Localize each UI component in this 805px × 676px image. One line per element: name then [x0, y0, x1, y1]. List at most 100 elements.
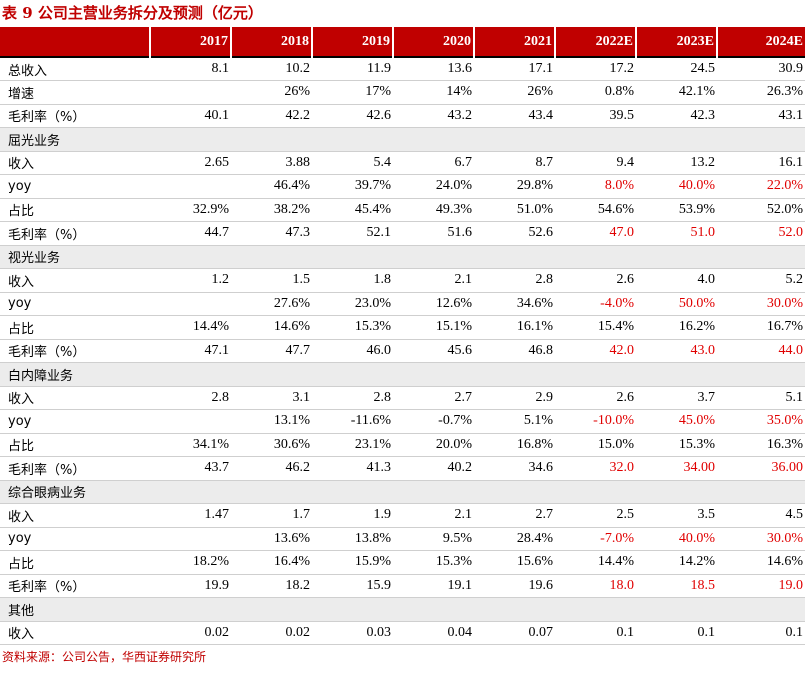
table-cell: 34.6%: [474, 292, 555, 316]
table-cell: 1.8: [312, 268, 393, 293]
row-label: yoy: [0, 174, 150, 199]
table-row: yoy 13.6% 13.8% 9.5% 28.4% -7.0% 40.0% 30.0%: [0, 527, 805, 551]
row-label: yoy: [0, 527, 150, 551]
section-label: 综合眼病业务: [0, 480, 805, 504]
table-cell: 23.1%: [312, 433, 393, 457]
table-row: 毛利率（%） 43.7 46.2 41.3 40.2 34.6 32.0 34.00 36.00: [0, 456, 805, 481]
table-cell: 5.2: [717, 268, 805, 293]
table-cell: 2.65: [150, 151, 231, 175]
table-cell: 49.3%: [393, 198, 474, 222]
table-cell: 0.07: [474, 621, 555, 645]
table-cell: 16.7%: [717, 315, 805, 340]
table-cell: 14.6%: [231, 315, 312, 340]
row-label: 收入: [0, 386, 150, 410]
table-cell: 17.2: [555, 56, 636, 81]
table-cell: 11.9: [312, 56, 393, 81]
table-cell: 5.1: [717, 386, 805, 410]
table-row: 增速 26% 17% 14% 26% 0.8% 42.1% 26.3%: [0, 80, 805, 105]
table-row: 毛利率（%） 44.7 47.3 52.1 51.6 52.6 47.0 51.0 52.0: [0, 221, 805, 246]
table-cell: 47.7: [231, 339, 312, 363]
table-row: 收入 2.8 3.1 2.8 2.7 2.9 2.6 3.7 5.1: [0, 386, 805, 410]
row-label: 毛利率（%）: [0, 456, 150, 481]
table-cell: 52.1: [312, 221, 393, 246]
table-cell: 26.3%: [717, 80, 805, 105]
table-cell: 9.4: [555, 151, 636, 175]
business-forecast-table: 2017 2018 2019 2020 2021 2022E 2023E 202…: [0, 27, 805, 645]
table-cell: 18.5: [636, 574, 717, 598]
table-cell: 2.8: [312, 386, 393, 410]
table-cell: 0.8%: [555, 80, 636, 105]
table-row: 占比 34.1% 30.6% 23.1% 20.0% 16.8% 15.0% 15.3% 16.…: [0, 433, 805, 457]
table-cell: 12.6%: [393, 292, 474, 316]
table-cell: 16.2%: [636, 315, 717, 340]
table-cell: 46.8: [474, 339, 555, 363]
section-label: 其他: [0, 597, 805, 622]
table-cell: [150, 80, 231, 105]
table-row: 毛利率（%） 40.1 42.2 42.6 43.2 43.4 39.5 42.3 43.1: [0, 104, 805, 128]
source-note: 资料来源：公司公告，华西证券研究所: [2, 650, 207, 664]
table-cell: 14.4%: [150, 315, 231, 340]
table-cell: 16.1%: [474, 315, 555, 340]
row-label: 收入: [0, 151, 150, 175]
row-label: 毛利率（%）: [0, 104, 150, 128]
table-cell: [150, 174, 231, 199]
table-cell: 41.3: [312, 456, 393, 481]
table-cell: 2.7: [393, 386, 474, 410]
row-label: yoy: [0, 292, 150, 316]
table-row: 占比 14.4% 14.6% 15.3% 15.1% 16.1% 15.4% 16.2% 16.…: [0, 315, 805, 340]
table-cell: 2.1: [393, 268, 474, 293]
table-cell: 15.1%: [393, 315, 474, 340]
section-row: 视光业务: [0, 245, 805, 269]
table-cell: 52.6: [474, 221, 555, 246]
table-cell: 40.1: [150, 104, 231, 128]
table-cell: 46.2: [231, 456, 312, 481]
table-cell: 18.0: [555, 574, 636, 598]
table-cell: 15.3%: [312, 315, 393, 340]
table-row: 占比 32.9% 38.2% 45.4% 49.3% 51.0% 54.6% 53.9% 52.…: [0, 198, 805, 222]
table-cell: 19.9: [150, 574, 231, 598]
table-row: 占比 18.2% 16.4% 15.9% 15.3% 15.6% 14.4% 14.2% 14.…: [0, 550, 805, 575]
table-cell: 0.1: [636, 621, 717, 645]
table-cell: 40.0%: [636, 527, 717, 551]
table-cell: 15.0%: [555, 433, 636, 457]
table-cell: 13.2: [636, 151, 717, 175]
table-cell: 2.8: [474, 268, 555, 293]
table-title: 表 9 公司主营业务拆分及预测（亿元）: [2, 4, 263, 22]
table-row: 收入 2.65 3.88 5.4 6.7 8.7 9.4 13.2 16.1: [0, 151, 805, 175]
table-cell: 24.0%: [393, 174, 474, 199]
table-cell: 52.0: [717, 221, 805, 246]
table-cell: 44.7: [150, 221, 231, 246]
table-cell: 20.0%: [393, 433, 474, 457]
table-cell: 38.2%: [231, 198, 312, 222]
table-cell: [150, 527, 231, 551]
table-cell: 2.1: [393, 503, 474, 528]
header-cell-2023e: 2023E: [635, 27, 717, 57]
row-label: 收入: [0, 621, 150, 645]
table-cell: 4.5: [717, 503, 805, 528]
table-cell: 30.9: [717, 56, 805, 81]
table-cell: 54.6%: [555, 198, 636, 222]
table-cell: 15.9: [312, 574, 393, 598]
table-cell: 1.5: [231, 268, 312, 293]
table-cell: 42.3: [636, 104, 717, 128]
table-cell: 0.04: [393, 621, 474, 645]
row-label: 占比: [0, 433, 150, 457]
table-cell: 0.02: [150, 621, 231, 645]
table-cell: 0.1: [555, 621, 636, 645]
table-cell: 1.9: [312, 503, 393, 528]
table-cell: -4.0%: [555, 292, 636, 316]
row-label: 毛利率（%）: [0, 574, 150, 598]
table-cell: 23.0%: [312, 292, 393, 316]
table-cell: 13.6%: [231, 527, 312, 551]
header-row: 2017 2018 2019 2020 2021 2022E 2023E 202…: [0, 27, 805, 57]
table-cell: -11.6%: [312, 409, 393, 434]
table-cell: 2.6: [555, 386, 636, 410]
table-cell: 19.1: [393, 574, 474, 598]
table-cell: 53.9%: [636, 198, 717, 222]
table-cell: 43.1: [717, 104, 805, 128]
table-cell: 39.5: [555, 104, 636, 128]
table-cell: 2.6: [555, 268, 636, 293]
table-row: yoy 27.6% 23.0% 12.6% 34.6% -4.0% 50.0% 30.0%: [0, 292, 805, 316]
table-cell: 15.3%: [393, 550, 474, 575]
table-cell: 8.0%: [555, 174, 636, 199]
